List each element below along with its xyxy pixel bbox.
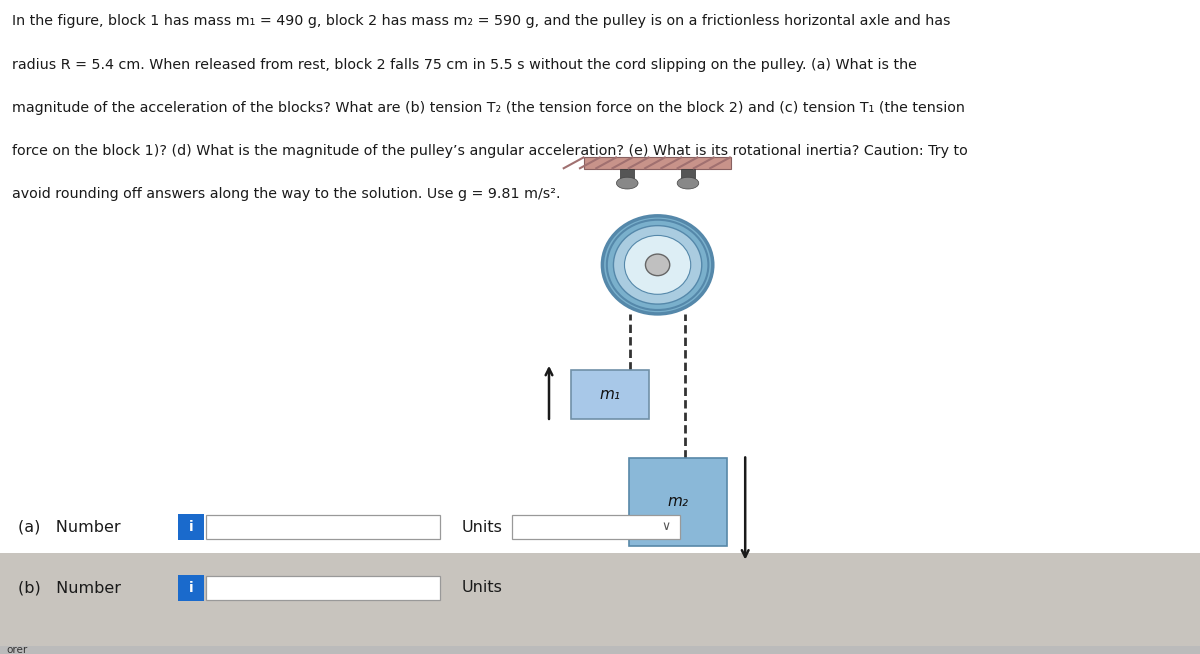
Text: (b)   Number: (b) Number <box>18 581 121 596</box>
FancyBboxPatch shape <box>584 157 731 169</box>
Text: magnitude of the acceleration of the blocks? What are (b) tension T₂ (the tensio: magnitude of the acceleration of the blo… <box>12 101 965 114</box>
FancyBboxPatch shape <box>680 169 695 183</box>
Circle shape <box>617 177 638 189</box>
Text: i: i <box>188 581 193 595</box>
FancyBboxPatch shape <box>629 458 727 546</box>
FancyBboxPatch shape <box>0 646 1200 654</box>
Text: avoid rounding off answers along the way to the solution. Use g = 9.81 m/s².: avoid rounding off answers along the way… <box>12 187 560 201</box>
Text: force on the block 1)? (d) What is the magnitude of the pulley’s angular acceler: force on the block 1)? (d) What is the m… <box>12 144 967 158</box>
Text: m₁: m₁ <box>599 387 620 402</box>
Ellipse shape <box>613 226 702 304</box>
FancyBboxPatch shape <box>206 515 440 539</box>
FancyBboxPatch shape <box>620 169 635 183</box>
Text: ∨: ∨ <box>661 521 671 534</box>
FancyBboxPatch shape <box>0 553 1200 654</box>
Text: In the figure, block 1 has mass m₁ = 490 g, block 2 has mass m₂ = 590 g, and the: In the figure, block 1 has mass m₁ = 490… <box>12 14 950 28</box>
FancyBboxPatch shape <box>206 576 440 600</box>
FancyBboxPatch shape <box>178 513 204 540</box>
Circle shape <box>677 177 698 189</box>
FancyBboxPatch shape <box>571 370 649 419</box>
FancyBboxPatch shape <box>512 515 680 539</box>
FancyBboxPatch shape <box>178 575 204 601</box>
Text: m₂: m₂ <box>667 494 689 509</box>
Text: radius R = 5.4 cm. When released from rest, block 2 falls 75 cm in 5.5 s without: radius R = 5.4 cm. When released from re… <box>12 58 917 71</box>
Ellipse shape <box>624 235 691 294</box>
Text: i: i <box>188 520 193 534</box>
Text: orer: orer <box>6 645 28 654</box>
Ellipse shape <box>607 220 708 310</box>
Text: Units: Units <box>462 519 503 534</box>
Ellipse shape <box>602 216 713 314</box>
FancyBboxPatch shape <box>0 0 1200 553</box>
Text: (a)   Number: (a) Number <box>18 519 121 534</box>
Text: Units: Units <box>462 581 503 596</box>
Ellipse shape <box>646 254 670 276</box>
